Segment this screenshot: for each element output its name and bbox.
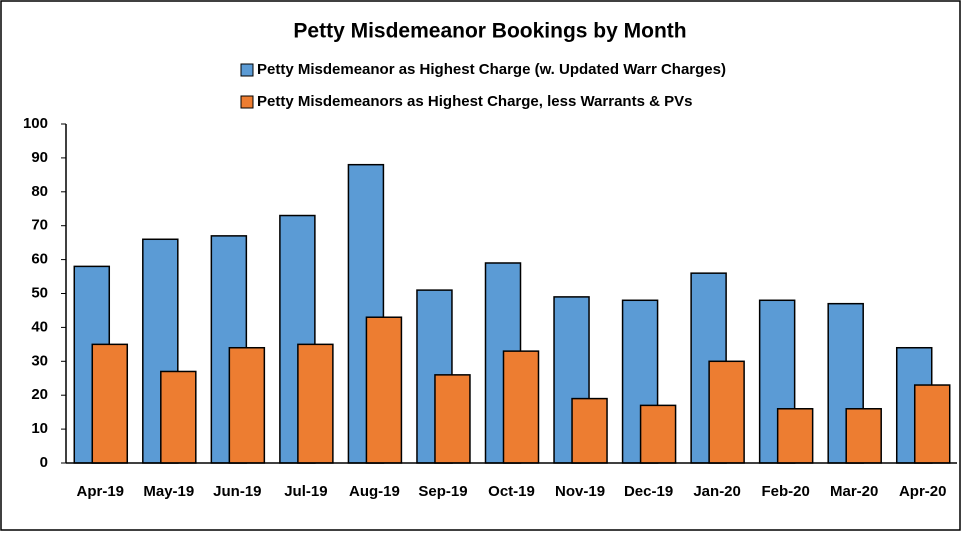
- x-tick-label: Jun-19: [213, 483, 261, 500]
- y-tick-label: 60: [31, 251, 48, 268]
- bar: [502, 350, 540, 464]
- bar: [776, 408, 814, 464]
- x-tick-label: Mar-20: [830, 483, 878, 500]
- bar: [708, 360, 745, 464]
- legend-label: Petty Misdemeanors as Highest Charge, le…: [257, 93, 692, 110]
- x-tick-label: Nov-19: [555, 483, 605, 500]
- bar: [571, 397, 608, 464]
- x-tick-label: May-19: [143, 483, 194, 500]
- bar: [434, 374, 471, 464]
- bar: [913, 384, 951, 464]
- bar: [639, 404, 677, 464]
- y-tick-label: 0: [40, 454, 48, 471]
- bar: [365, 316, 403, 464]
- y-tick-label: 100: [23, 115, 48, 132]
- x-tick-label: Oct-19: [488, 483, 535, 500]
- y-tick-label: 70: [31, 217, 48, 234]
- bar: [91, 343, 129, 464]
- bar: [228, 346, 266, 464]
- y-tick-label: 30: [31, 352, 48, 369]
- x-tick-label: Jul-19: [284, 483, 327, 500]
- x-tick-label: Aug-19: [349, 483, 400, 500]
- bar: [845, 408, 882, 464]
- x-tick-label: Apr-19: [77, 483, 125, 500]
- x-tick-label: Jan-20: [693, 483, 741, 500]
- x-tick-label: Apr-20: [899, 483, 947, 500]
- chart-title: Petty Misdemeanor Bookings by Month: [293, 20, 686, 43]
- y-tick-label: 80: [31, 183, 48, 200]
- legend-swatch: [240, 63, 254, 77]
- y-tick-label: 10: [31, 420, 48, 437]
- legend-label: Petty Misdemeanor as Highest Charge (w. …: [257, 61, 726, 78]
- bar: [160, 370, 197, 464]
- legend-swatch: [240, 95, 254, 109]
- x-tick-label: Dec-19: [624, 483, 673, 500]
- y-tick-label: 50: [31, 284, 48, 301]
- y-tick-label: 20: [31, 386, 48, 403]
- y-tick-label: 40: [31, 318, 48, 335]
- bar: [297, 343, 334, 464]
- y-tick-label: 90: [31, 149, 48, 166]
- x-tick-label: Feb-20: [761, 483, 809, 500]
- x-tick-label: Sep-19: [418, 483, 467, 500]
